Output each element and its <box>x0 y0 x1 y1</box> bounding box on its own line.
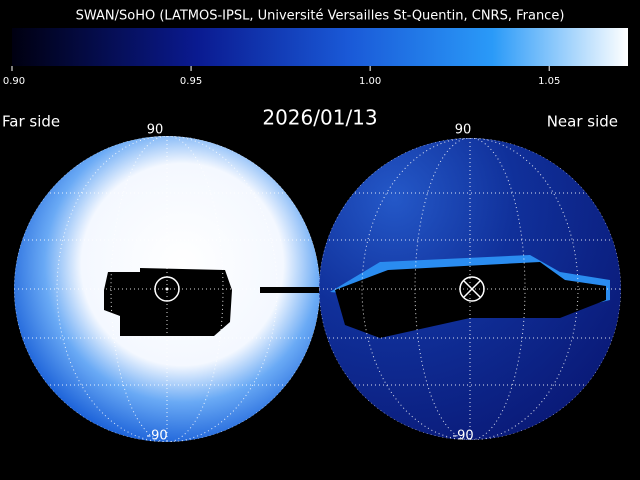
sun-marker <box>154 276 180 302</box>
colorbar-ticks: 0.90 0.95 1.00 1.05 <box>3 66 560 87</box>
far-side-label: Far side <box>2 113 60 131</box>
sun-marker-dot <box>165 287 169 291</box>
occulted-strip <box>260 287 336 293</box>
colorbar-tick-label: 0.95 <box>180 76 202 87</box>
date: 2026/01/13 <box>262 106 377 130</box>
colorbar-tick-label: 1.00 <box>359 76 381 87</box>
colorbar <box>12 28 628 66</box>
colorbar-tick-label: 1.05 <box>538 76 560 87</box>
near-side-sphere <box>319 138 621 440</box>
near-side-label: Near side <box>547 113 618 131</box>
colorbar-tick-label: 0.90 <box>3 76 25 87</box>
antisun-marker <box>459 276 485 302</box>
near-top-label: 90 <box>455 123 472 138</box>
near-bottom-label: -90 <box>452 429 473 444</box>
far-top-label: 90 <box>147 123 164 138</box>
antisun-cross <box>463 280 481 298</box>
title: SWAN/SoHO (LATMOS-IPSL, Université Versa… <box>76 9 565 24</box>
far-bottom-label: -90 <box>146 429 167 444</box>
